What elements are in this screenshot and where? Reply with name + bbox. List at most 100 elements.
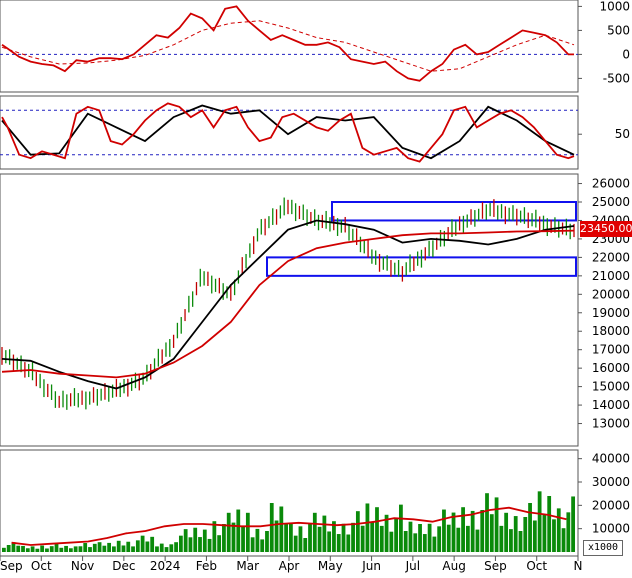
volume-bar xyxy=(188,537,193,552)
x-axis-label-2: Nov xyxy=(71,559,94,573)
volume-bar xyxy=(499,525,504,552)
volume-bar xyxy=(107,542,112,552)
volume-bar xyxy=(446,524,451,552)
volume-bar xyxy=(465,525,470,552)
volume-bar xyxy=(513,516,518,552)
volume-bar xyxy=(552,519,556,552)
volume-bar xyxy=(88,547,92,552)
volume-bar xyxy=(298,526,303,552)
volume-bar xyxy=(475,529,480,552)
volume-bar xyxy=(11,542,16,552)
current-price-label: 23450.00 xyxy=(580,221,632,237)
panel-frame-2 xyxy=(0,173,579,447)
price-axis-tick-label-1: 25000 xyxy=(592,195,630,209)
volume-bar xyxy=(355,511,360,552)
volume-bar xyxy=(571,496,575,552)
volume-bar xyxy=(231,522,236,552)
volume-bar xyxy=(212,521,217,552)
volume-bar xyxy=(312,512,317,552)
volume-bar xyxy=(131,546,135,552)
volume-bar xyxy=(30,546,35,552)
volume-axis-tick-label-1: 30000 xyxy=(592,475,630,489)
volume-bar xyxy=(112,546,116,552)
x-axis-label-12: Sep xyxy=(484,559,507,573)
volume-bar xyxy=(121,545,126,552)
osc1-axis-tick-label-3: -500 xyxy=(603,71,630,85)
volume-bar xyxy=(470,510,475,552)
price-axis-tick-label-6: 20000 xyxy=(592,287,630,301)
volume-bar xyxy=(284,524,288,552)
volume-bar xyxy=(327,531,332,552)
volume-bar xyxy=(102,545,107,552)
volume-bar xyxy=(193,527,198,552)
volume-axis-tick-label-0: 40000 xyxy=(592,452,630,466)
volume-bar xyxy=(556,508,561,552)
volume-bar xyxy=(384,514,389,552)
panel-frame-0 xyxy=(0,0,579,93)
x-axis-label-4: 2024 xyxy=(150,559,181,573)
osc1-axis-tick-label-0: 1000 xyxy=(599,0,630,13)
volume-bar xyxy=(418,524,422,552)
volume-bar xyxy=(174,542,178,552)
volume-bar xyxy=(403,531,408,552)
volume-bar xyxy=(236,509,241,552)
volume-bar xyxy=(164,547,169,552)
volume-bar xyxy=(537,491,542,552)
volume-bar xyxy=(485,493,489,552)
price-series-line-1 xyxy=(1,229,575,379)
volume-bar xyxy=(489,514,494,552)
volume-bar xyxy=(135,540,140,552)
volume-bar xyxy=(317,526,322,552)
volume-bar xyxy=(461,507,465,552)
volume-bar xyxy=(389,531,394,552)
volume-bar xyxy=(169,544,174,552)
volume-bar xyxy=(346,534,351,552)
x-axis-label-1: Oct xyxy=(31,559,52,573)
volume-bar xyxy=(528,503,532,552)
volume-bar xyxy=(504,512,509,552)
volume-bar xyxy=(279,506,284,552)
volume-bar xyxy=(2,547,6,552)
volume-bar xyxy=(523,517,528,552)
volume-bar xyxy=(140,535,145,552)
volume-bar xyxy=(518,531,523,552)
volume-bar xyxy=(494,497,499,552)
volume-bar xyxy=(207,538,212,552)
panel-frame-1 xyxy=(0,95,579,170)
x-axis-label-6: Mar xyxy=(236,559,259,573)
volume-bar xyxy=(97,542,102,552)
price-axis-tick-label-10: 16000 xyxy=(592,361,630,375)
price-axis-tick-label-13: 13000 xyxy=(592,417,630,431)
x-axis-label-11: Aug xyxy=(442,559,465,573)
volume-axis-tick-label-3: 10000 xyxy=(592,522,630,536)
x-axis-label-14: N xyxy=(574,559,583,573)
osc2-series-line-1 xyxy=(1,102,575,163)
price-axis-tick-label-9: 17000 xyxy=(592,343,630,357)
price-axis-tick-label-8: 18000 xyxy=(592,324,630,338)
volume-bar xyxy=(360,525,365,552)
volume-bar xyxy=(250,537,255,552)
volume-axis-tick-label-2: 20000 xyxy=(592,498,630,512)
volume-bar xyxy=(45,548,49,552)
volume-bar xyxy=(25,548,30,552)
volume-bar xyxy=(561,528,566,552)
volume-bar xyxy=(116,540,121,552)
volume-ma-line xyxy=(11,506,567,546)
price-axis-tick-label-11: 15000 xyxy=(592,380,630,394)
volume-bar xyxy=(241,525,245,552)
x-axis-label-8: May xyxy=(318,559,343,573)
volume-bar xyxy=(159,543,164,552)
volume-bar xyxy=(178,535,183,552)
x-axis-label-13: Oct xyxy=(526,559,547,573)
x-axis-label-9: Jun xyxy=(361,559,381,573)
volume-bar xyxy=(542,514,547,552)
x-axis-label-3: Dec xyxy=(112,559,135,573)
volume-bar xyxy=(375,507,379,552)
volume-bar xyxy=(21,545,25,552)
volume-bar xyxy=(408,521,413,552)
volume-bar xyxy=(269,503,274,552)
volume-bar xyxy=(217,535,222,552)
volume-bar xyxy=(332,521,336,552)
